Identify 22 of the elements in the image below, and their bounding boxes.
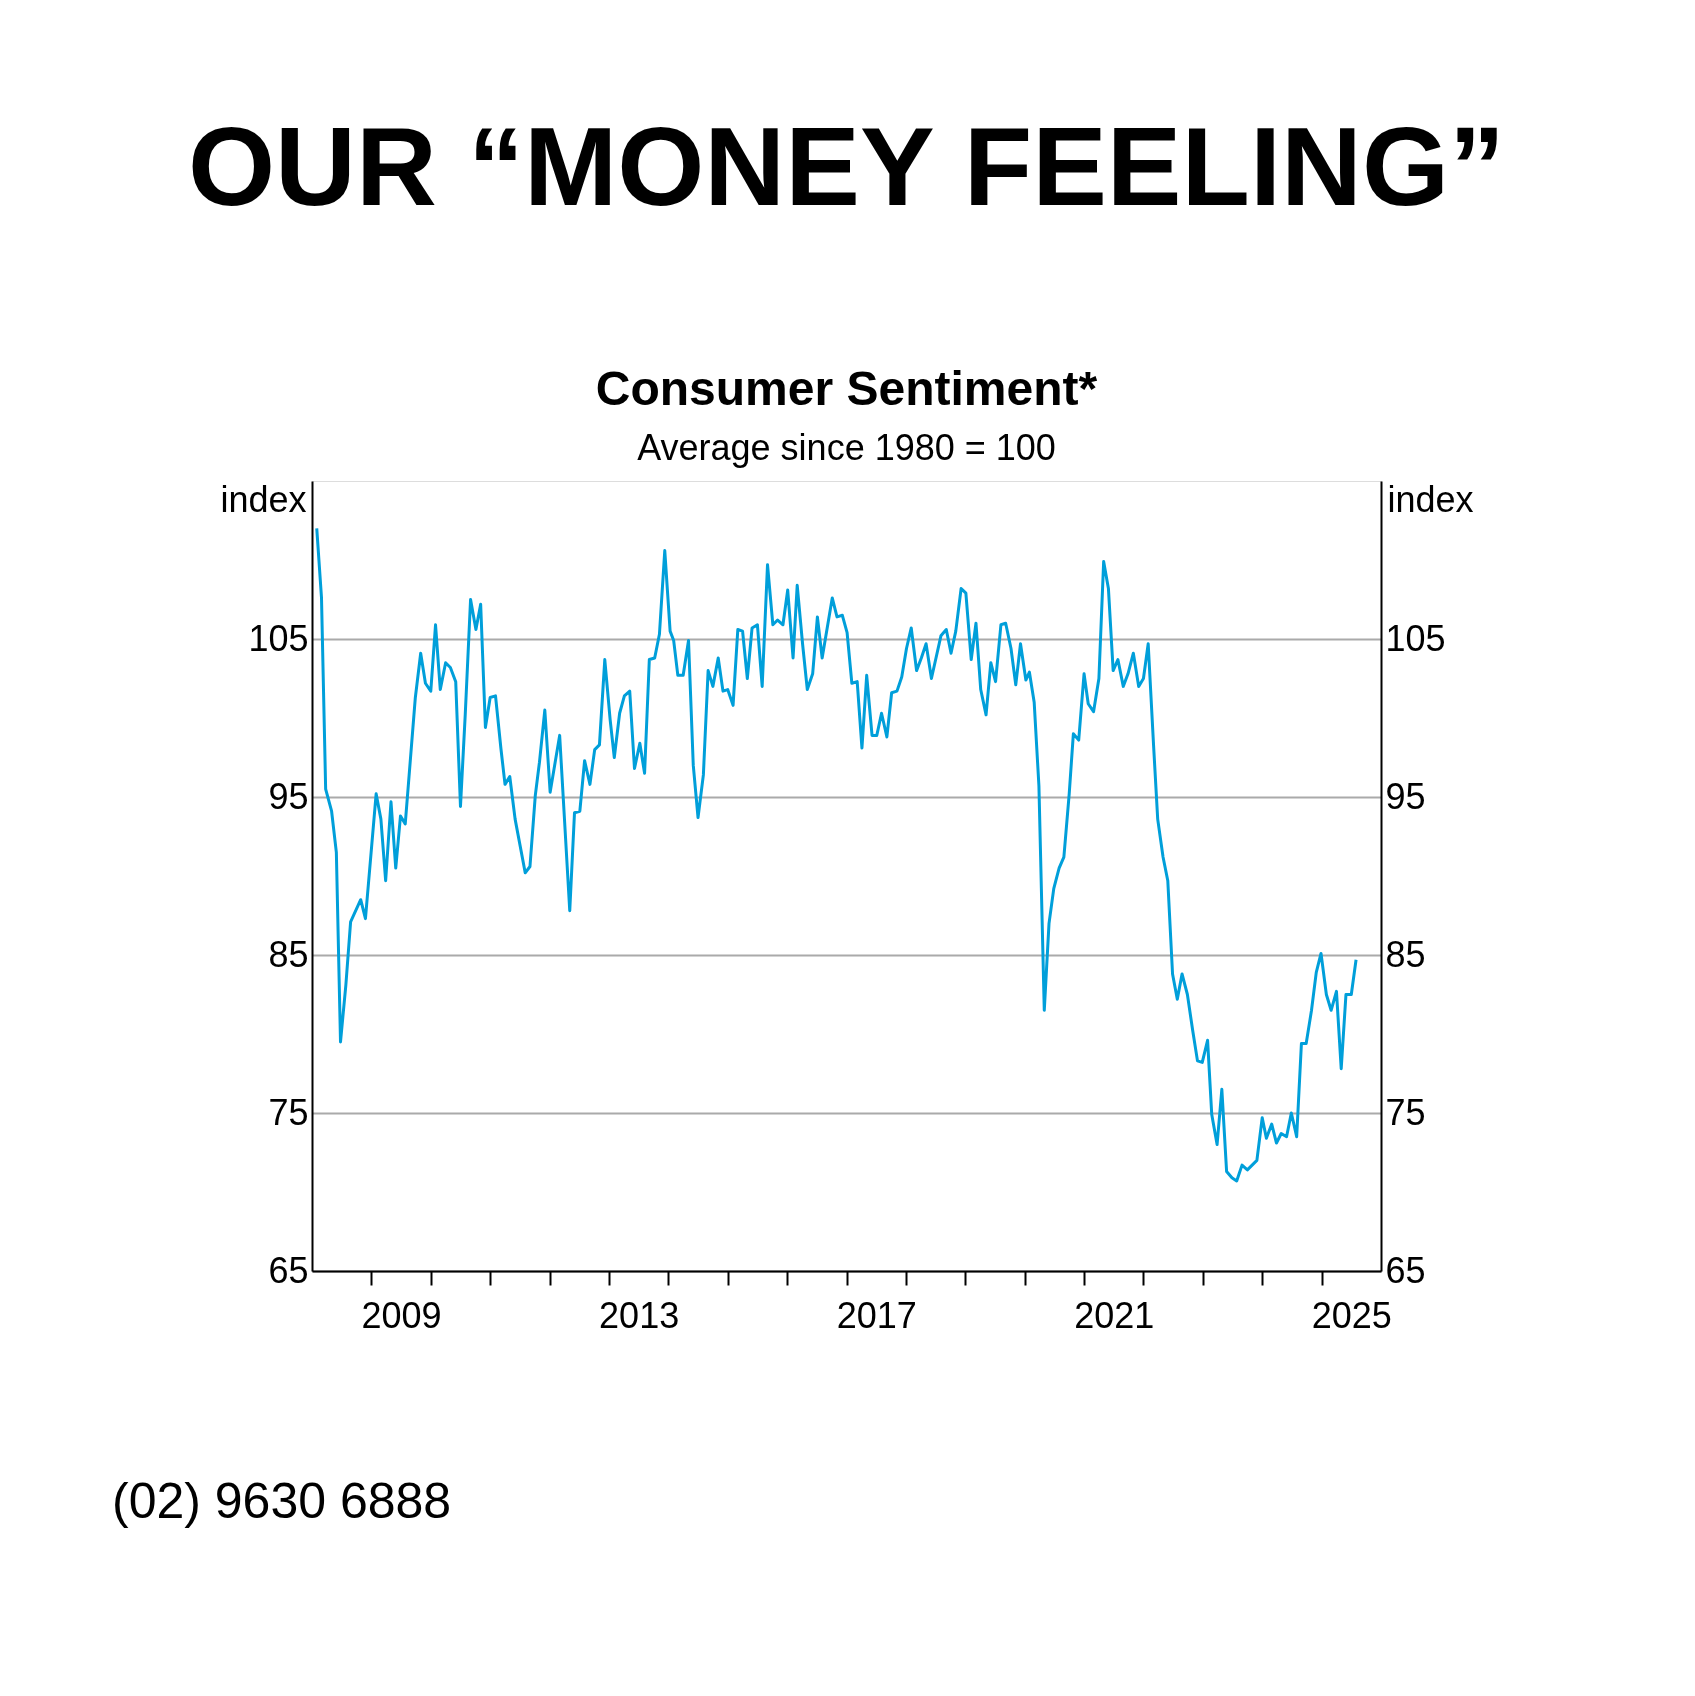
line-series (315, 526, 1358, 1183)
x-tick-label: 2021 (1074, 1294, 1155, 1336)
text: Average since 1980 = 100 (637, 427, 1056, 468)
y2-tick-label: 105 (1385, 617, 1446, 659)
text: (02) 9630 6888 (112, 1473, 452, 1529)
y2-tick-label: 95 (1385, 775, 1426, 817)
x-tick-label: 2017 (836, 1294, 917, 1336)
chart-title: OUR “MONEY FEELING” (187, 104, 1506, 229)
y-tick-label: 85 (268, 933, 309, 975)
y-tick-label: 75 (268, 1091, 309, 1133)
y2-tick-label: 85 (1385, 933, 1426, 975)
y2-tick-label: 65 (1385, 1249, 1426, 1291)
y-tick-label: 65 (268, 1249, 309, 1291)
x-tick-label: 2013 (599, 1294, 680, 1336)
x-tick-label: 2025 (1311, 1294, 1392, 1336)
chart-subtitle: Consumer Sentiment* (595, 362, 1098, 415)
y-axis-title: index (220, 478, 307, 520)
y2-tick-label: 75 (1385, 1091, 1426, 1133)
y2-axis-title: index (1387, 478, 1474, 520)
x-tick-label: 2009 (361, 1294, 442, 1336)
y-tick-label: 105 (248, 617, 309, 659)
y-tick-label: 95 (268, 775, 309, 817)
